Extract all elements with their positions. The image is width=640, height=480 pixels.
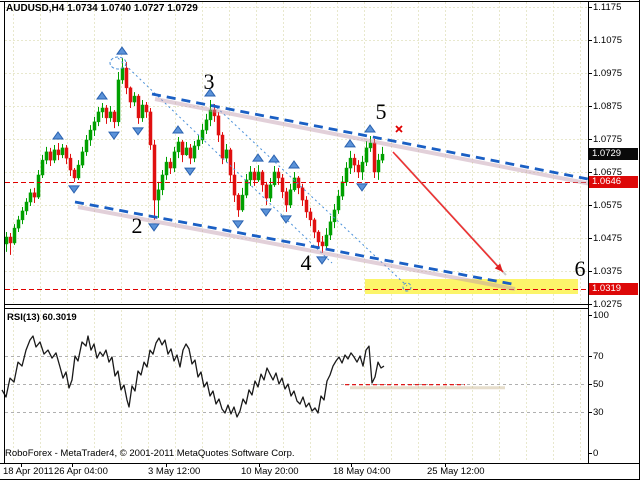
fractal-down-icon xyxy=(68,185,80,194)
fractal-up-icon xyxy=(52,131,64,140)
price-axis-label: 1.0675 xyxy=(593,167,623,178)
wave-label-2: 2 xyxy=(131,213,143,238)
fractal-down-icon xyxy=(316,256,328,265)
price-axis-label: 1.0875 xyxy=(593,101,623,112)
time-axis-label: 18 May 04:00 xyxy=(333,466,391,477)
wave-label-6: 6 xyxy=(574,256,586,281)
fractal-up-icon xyxy=(252,153,264,162)
fractal-down-icon xyxy=(232,220,244,229)
fractal-up-icon xyxy=(288,160,300,169)
fractal-down-icon xyxy=(280,215,292,224)
rsi-axis-label: 50 xyxy=(593,379,604,390)
fractal-down-icon xyxy=(184,167,196,176)
rsi-line xyxy=(1,335,385,418)
price-axis-label: 1.0475 xyxy=(593,233,623,244)
wave-label-5: 5 xyxy=(375,99,387,124)
price-axis-label: 1.1175 xyxy=(593,2,622,13)
price-tag: 1.0729 xyxy=(589,148,638,161)
rsi-axis-label: 30 xyxy=(593,406,604,418)
rsi-indicator-label: RSI(13) 60.3019 xyxy=(7,312,77,323)
price-tag: 1.0646 xyxy=(589,175,638,188)
price-axis-label: 1.0575 xyxy=(593,200,623,211)
fractal-up-icon xyxy=(364,124,376,133)
fractal-up-icon xyxy=(204,88,216,97)
fractal-up-icon xyxy=(172,125,184,134)
fractal-up-icon xyxy=(116,46,128,55)
time-axis-label: 18 Apr 2011 xyxy=(3,466,54,477)
price-axis-label: 1.0275 xyxy=(593,299,623,310)
price-axis-label: 1.0375 xyxy=(593,266,623,277)
rsi-axis-label: 100 xyxy=(593,310,609,321)
fractal-down-icon xyxy=(148,223,160,232)
wave-label-3: 3 xyxy=(203,69,215,94)
chart-symbol-title: AUDUSD,H4 1.0734 1.0740 1.0727 1.0729 xyxy=(6,3,198,14)
rsi-axis-label: 70 xyxy=(593,351,604,363)
time-axis-label: 25 May 12:00 xyxy=(427,466,485,477)
fractal-up-icon xyxy=(268,154,280,163)
time-axis-label: 26 Apr 04:00 xyxy=(54,466,108,477)
copyright-text: RoboForex - MetaTrader4, © 2001-2011 Met… xyxy=(5,448,295,459)
price-axis-label: 1.0775 xyxy=(593,134,623,145)
price-tag: 1.0319 xyxy=(589,283,638,296)
fractal-down-icon xyxy=(132,127,144,136)
fractal-down-icon xyxy=(260,208,272,217)
rsi-axis-label: 0 xyxy=(593,448,599,459)
fractal-down-icon xyxy=(356,183,368,192)
target-arrowhead-icon xyxy=(494,263,503,272)
wave-label-4: 4 xyxy=(300,250,312,275)
price-axis-label: 1.0975 xyxy=(593,68,623,79)
time-axis-label: 3 May 12:00 xyxy=(148,466,201,477)
fractal-down-icon xyxy=(108,131,120,140)
time-axis-label: 10 May 20:00 xyxy=(241,466,299,477)
fractal-up-icon xyxy=(96,91,108,100)
fractal-up-icon xyxy=(344,139,356,148)
price-axis-label: 1.1075 xyxy=(593,35,623,46)
